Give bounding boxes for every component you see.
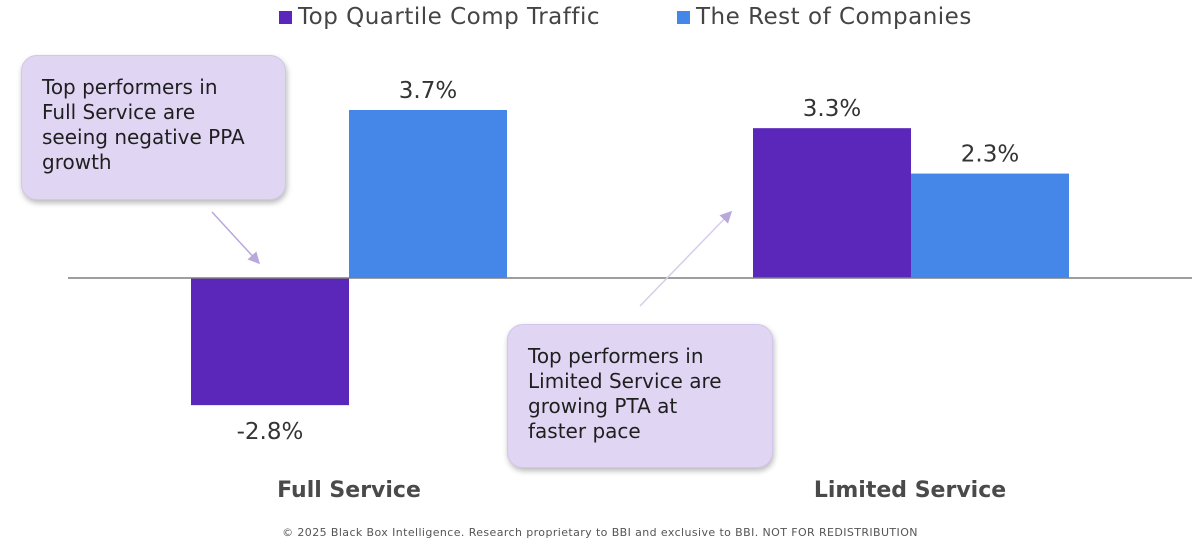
callout-full-service: Top performers in Full Service are seein… <box>21 55 286 200</box>
bars-group <box>191 110 1069 406</box>
callout-line: growing PTA at <box>528 394 678 418</box>
bar-limited-service-the-rest-of-companies <box>911 173 1069 278</box>
bar-limited-service-top-quartile-comp-traffic <box>753 128 911 278</box>
callout-line: Top performers in <box>42 75 218 99</box>
bar-full-service-top-quartile-comp-traffic <box>191 278 349 406</box>
callout-line: Top performers in <box>528 344 704 368</box>
callout-line: Limited Service are <box>528 369 722 393</box>
value-label-limited-service-the-rest-of-companies: 2.3% <box>961 142 1019 168</box>
callout-line: seeing negative PPA <box>42 125 245 149</box>
copyright-footer: © 2025 Black Box Intelligence. Research … <box>282 526 918 539</box>
value-labels-group: -2.8% 3.3% 3.7% 2.3% <box>237 78 1020 445</box>
value-label-full-service-the-rest-of-companies: 3.7% <box>399 78 457 104</box>
value-label-limited-service-top-quartile-comp-traffic: 3.3% <box>803 96 861 122</box>
category-label-limited-service: Limited Service <box>813 478 1007 503</box>
bar-full-service-the-rest-of-companies <box>349 110 507 278</box>
legend: Top Quartile Comp Traffic The Rest of Co… <box>0 4 1200 38</box>
callout-line: Full Service are <box>42 100 196 124</box>
callout-limited-service: Top performers in Limited Service are gr… <box>507 324 773 468</box>
category-label-full-service: Full Service <box>277 478 421 503</box>
legend-swatch-top-quartile <box>279 10 292 24</box>
callout-line: growth <box>42 150 112 174</box>
callout-arrow-full-service <box>211 211 261 265</box>
value-label-full-service-top-quartile-comp-traffic: -2.8% <box>237 419 304 445</box>
callout-arrow-limited-service <box>639 210 733 307</box>
legend-swatch-rest-of-companies <box>677 10 690 24</box>
legend-label-rest-of-companies: The Rest of Companies <box>696 4 972 30</box>
callout-line: faster pace <box>528 419 641 443</box>
legend-item-rest-of-companies: The Rest of Companies <box>677 4 972 30</box>
legend-item-top-quartile: Top Quartile Comp Traffic <box>279 4 600 30</box>
legend-label-top-quartile: Top Quartile Comp Traffic <box>298 4 601 30</box>
